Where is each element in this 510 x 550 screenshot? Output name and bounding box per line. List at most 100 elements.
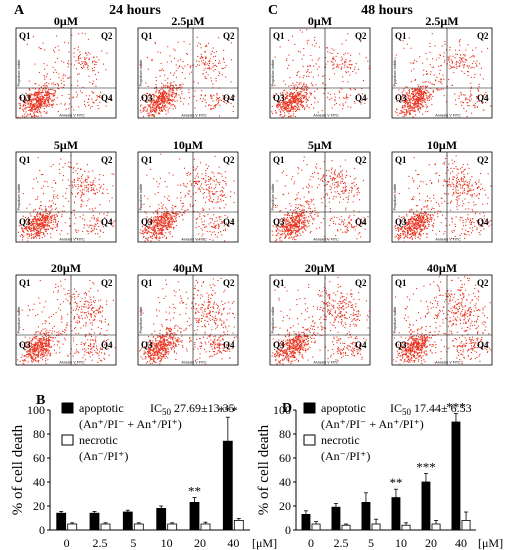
dose-label: 10μM [427,138,457,152]
y-tick-label: 20 [33,499,45,513]
x-tick-label: 0 [64,536,70,550]
quadrant-q4: Q4 [477,340,489,350]
quadrant-q3: Q3 [141,93,153,103]
y-axis-label: Propidium iodide [17,60,21,87]
y-axis-label: Propidium iodide [271,307,275,334]
y-tick-label: 20 [279,499,291,513]
bar-necrotic [371,523,381,531]
x-axis-label: Annexin V FITC [59,361,85,365]
quadrant-q4: Q4 [223,93,235,103]
bar-chart-d: D % of cell death 0 20 40 60 80 100 0 2.5 5 10 ** 20 *… [256,400,503,550]
x-axis-label: Annexin V FITC [435,114,461,118]
bar-apoptotic [189,501,200,531]
flow-plot-c-3: 5μM Annexin V FITC Propidium iodide Q1 Q2 Q3 Q… [269,138,371,243]
x-axis-label: Annexin V FITC [313,238,339,242]
x-tick-label: 2.5 [334,536,349,550]
quadrant-q1: Q1 [273,155,285,165]
y-axis-label: Propidium iodide [271,184,275,211]
quadrant-q3: Q3 [141,217,153,227]
x-unit-label: [μM] [478,536,503,550]
flow-plot-a-1: 0μM Annexin V FITC Propidium iodide Q1 Q2 Q3 Q… [15,14,117,119]
y-axis-label: Propidium iodide [393,184,397,211]
x-axis-label: Annexin V FITC [181,238,207,242]
quadrant-q1: Q1 [19,278,31,288]
bar-apoptotic [222,440,233,531]
flow-plot-a-6: 40μM Annexin V FITC Propidium iodide Q1 Q2 Q3… [137,261,239,366]
panel-c-title: 48 hours [361,3,413,18]
quadrant-q4: Q4 [101,93,113,103]
bar-apoptotic [122,511,133,531]
dose-label: 40μM [427,261,457,275]
bar-apoptotic [301,514,311,531]
quadrant-q3: Q3 [395,340,407,350]
bar-necrotic [100,523,111,531]
flow-plot-a-4: 10μM Annexin V FITC Propidium iodide Q1 Q2 Q3… [137,138,239,243]
dose-label: 20μM [305,261,335,275]
y-tick-label: 80 [33,427,45,441]
legend-necrotic: necrotic [79,433,118,447]
bar-apoptotic [451,421,461,531]
legend-necrotic-definition: (An⁻/PI⁺) [321,449,370,463]
quadrant-q2: Q2 [223,155,235,165]
significance-marker: *** [218,403,238,418]
x-axis-label: Annexin V FITC [181,361,207,365]
bar-apoptotic [89,512,100,531]
quadrant-q2: Q2 [101,155,113,165]
legend-swatch-necrotic [303,434,316,446]
quadrant-q3: Q3 [19,217,31,227]
x-tick-label: 0 [308,536,314,550]
y-tick-label: 40 [33,475,45,489]
quadrant-q1: Q1 [141,31,153,41]
x-tick-label: 10 [395,536,407,550]
quadrant-q2: Q2 [477,278,489,288]
quadrant-q2: Q2 [223,278,235,288]
x-tick-label: 5 [368,536,374,550]
bar-necrotic [461,520,471,531]
quadrant-q1: Q1 [273,278,285,288]
quadrant-q2: Q2 [477,31,489,41]
bar-apoptotic [361,501,371,531]
bar-chart-b: B % of cell death 0 20 40 60 80 100 0 2.5 5 10 20 ** 4… [10,393,277,550]
y-axis-label: Propidium iodide [139,307,143,334]
y-axis-label: Propidium iodide [17,307,21,334]
dose-label: 10μM [173,138,203,152]
dose-label: 5μM [308,138,332,152]
legend-necrotic: necrotic [321,433,360,447]
x-axis-label: Annexin V FITC [181,114,207,118]
x-tick-label: 5 [130,536,136,550]
quadrant-q1: Q1 [19,31,31,41]
dose-label: 2.5μM [425,14,458,28]
quadrant-q3: Q3 [19,340,31,350]
legend-swatch-apoptotic [61,402,74,414]
quadrant-q3: Q3 [273,340,285,350]
quadrant-q1: Q1 [395,31,407,41]
y-tick-label: 80 [279,427,291,441]
flow-plot-c-6: 40μM Annexin V FITC Propidium iodide Q1 Q2 Q3… [391,261,493,366]
x-axis-label: Annexin V FITC [435,361,461,365]
bar-apoptotic [391,497,401,531]
x-tick-label: 2.5 [93,536,108,550]
x-tick-label: 10 [161,536,173,550]
quadrant-q3: Q3 [395,93,407,103]
legend-apoptotic: apoptotic [79,401,124,415]
legend-apoptotic: apoptotic [321,401,366,415]
significance-marker: ** [389,475,402,490]
panel-c-letter: C [268,3,278,18]
quadrant-q2: Q2 [355,278,367,288]
flow-plot-c-5: 20μM Annexin V FITC Propidium iodide Q1 Q2 Q3… [269,261,371,366]
flow-plot-a-2: 2.5μM Annexin V FITC Propidium iodide Q1 Q2 Q… [137,14,239,119]
quadrant-q1: Q1 [273,31,285,41]
x-axis-label: Annexin V FITC [59,114,85,118]
y-axis-label: Propidium iodide [393,60,397,87]
y-axis-label: Propidium iodide [139,184,143,211]
bar-necrotic [431,523,441,531]
bar-apoptotic [331,506,341,531]
legend-necrotic-definition: (An⁻/PI⁺) [79,449,128,463]
dose-label: 20μM [51,261,81,275]
x-tick-label: 20 [194,536,206,550]
x-axis-label: Annexin V FITC [313,114,339,118]
quadrant-q3: Q3 [395,217,407,227]
y-axis-label: % of cell death [10,424,26,515]
flow-cytometry-grid: 0μM Annexin V FITC Propidium iodide Q1 Q2 Q3 Q… [15,14,493,366]
